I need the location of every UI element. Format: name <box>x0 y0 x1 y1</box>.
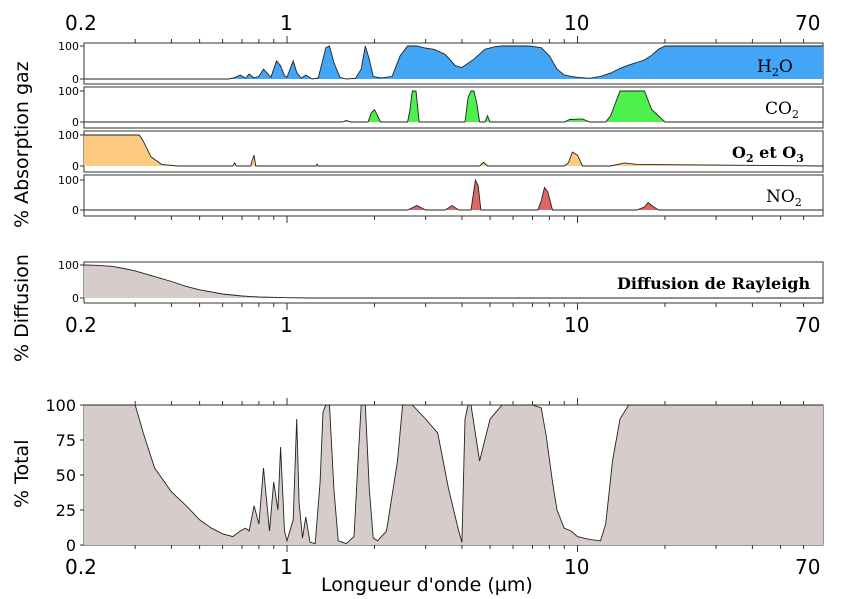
y-tick-label: 0 <box>66 536 76 555</box>
y-tick-label: 0 <box>72 292 79 305</box>
diffusion-y-axis-title: % Diffusion <box>11 254 33 362</box>
panel-frame <box>83 86 824 129</box>
co2-panel-label: CO2 <box>765 99 799 121</box>
series-area <box>84 46 823 79</box>
x-axis-title: Longueur d'onde (µm) <box>321 574 533 596</box>
series-area <box>84 265 823 298</box>
middle-x-tick-label: 70 <box>795 313 820 337</box>
bottom-x-tick-label: 70 <box>795 555 820 579</box>
bottom-x-tick-label: 1 <box>280 555 293 579</box>
top-x-tick-labels: 0.2 1 10 70 <box>65 11 820 35</box>
top-x-tick-label: 1 <box>280 11 293 35</box>
series-line <box>84 178 823 211</box>
y-tick-label: 0 <box>72 116 79 129</box>
bottom-x-tick-label: 0.2 <box>65 555 97 579</box>
y-tick-label: 100 <box>58 40 79 53</box>
rayleigh-diffusion-panel: 100 0 <box>58 259 824 310</box>
series-area <box>84 405 823 545</box>
y-tick-label: 25 <box>56 501 76 520</box>
o2-o3-absorption-panel: 100 0 <box>58 129 824 173</box>
series-area <box>84 135 823 166</box>
bottom-x-tick-labels: 0.2 1 10 70 <box>65 555 820 579</box>
y-tick-label: 75 <box>56 431 76 450</box>
y-tick-label: 100 <box>58 174 79 187</box>
no2-panel-label: NO2 <box>766 187 802 209</box>
y-tick-label: 50 <box>56 466 76 485</box>
series-line <box>84 134 824 167</box>
y-tick-label: 100 <box>58 259 79 272</box>
y-tick-label: 0 <box>72 73 79 86</box>
y-tick-label: 100 <box>58 85 79 98</box>
o2-o3-panel-label: O2 et O3 <box>732 143 804 165</box>
series-area <box>84 91 823 122</box>
middle-x-tick-label: 0.2 <box>65 313 97 337</box>
y-tick-label: 0 <box>72 160 79 173</box>
bottom-x-tick-label: 10 <box>564 555 589 579</box>
co2-absorption-panel: 100 0 <box>58 85 824 129</box>
series-line <box>84 90 823 123</box>
y-tick-label: 0 <box>72 204 79 217</box>
absorption-y-axis-title: % Absorption gaz <box>11 61 33 228</box>
middle-x-tick-labels: 0.2 1 10 70 <box>65 313 820 337</box>
h2o-absorption-panel: 100 0 <box>58 36 824 86</box>
no2-absorption-panel: 100 0 <box>58 174 824 223</box>
middle-x-tick-label: 10 <box>564 313 589 337</box>
y-tick-label: 100 <box>58 129 79 142</box>
total-y-axis-title: % Total <box>11 440 33 508</box>
series-line <box>83 264 823 299</box>
top-x-tick-label: 70 <box>795 11 820 35</box>
total-panel: 100 75 50 25 0 <box>45 396 824 555</box>
middle-x-tick-label: 1 <box>280 313 293 337</box>
top-x-tick-label: 0.2 <box>65 11 97 35</box>
top-x-tick-label: 10 <box>564 11 589 35</box>
y-tick-label: 100 <box>45 396 76 415</box>
series-line <box>84 404 823 545</box>
series-line <box>84 45 823 80</box>
h2o-panel-label: H2O <box>757 57 793 79</box>
rayleigh-panel-label: Diffusion de Rayleigh <box>617 274 810 293</box>
